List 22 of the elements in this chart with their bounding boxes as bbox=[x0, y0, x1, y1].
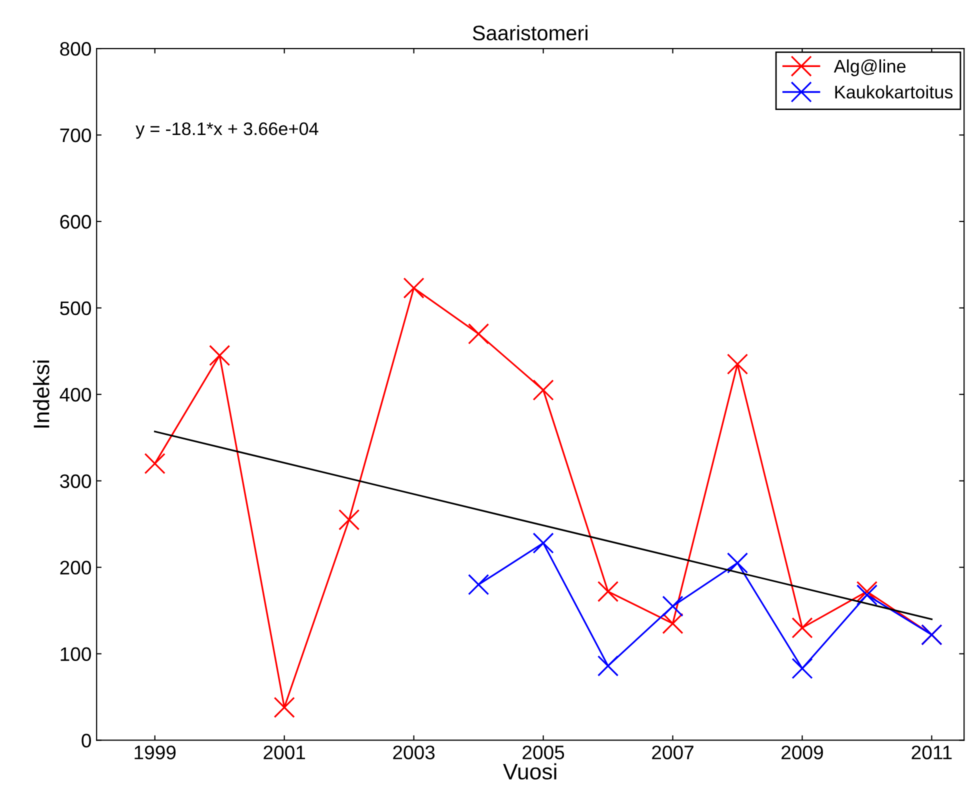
y-tick-label: 800 bbox=[60, 42, 91, 56]
x-tick-label: 2003 bbox=[393, 746, 435, 760]
x-tick-label: 2007 bbox=[652, 746, 694, 760]
annotation: y = -18.1*x + 3.66e+04 bbox=[136, 122, 318, 139]
y-tick-label: 100 bbox=[60, 647, 91, 662]
x-tick-label: 2009 bbox=[782, 746, 823, 760]
x-tick-label: 2001 bbox=[264, 746, 306, 760]
y-tick-label: 500 bbox=[60, 301, 91, 316]
y-tick-label: 200 bbox=[60, 560, 91, 575]
y-tick-label: 700 bbox=[60, 128, 91, 142]
legend-label: Kaukokartoitus bbox=[835, 85, 953, 98]
y-tick-label: 300 bbox=[60, 474, 91, 488]
y-tick-label: 0 bbox=[82, 734, 91, 748]
y-axis-title: Indeksi bbox=[33, 360, 50, 428]
x-tick-label: 2011 bbox=[912, 746, 952, 760]
chart-title: Saaristomeri bbox=[472, 25, 588, 40]
x-tick-label: 2005 bbox=[522, 746, 564, 760]
legend-label: Alg@line bbox=[834, 59, 906, 76]
x-axis-title: Vuosi bbox=[503, 763, 556, 780]
y-tick-label: 400 bbox=[60, 388, 91, 402]
x-tick-label: 1999 bbox=[134, 746, 176, 760]
y-tick-label: 600 bbox=[60, 214, 91, 229]
